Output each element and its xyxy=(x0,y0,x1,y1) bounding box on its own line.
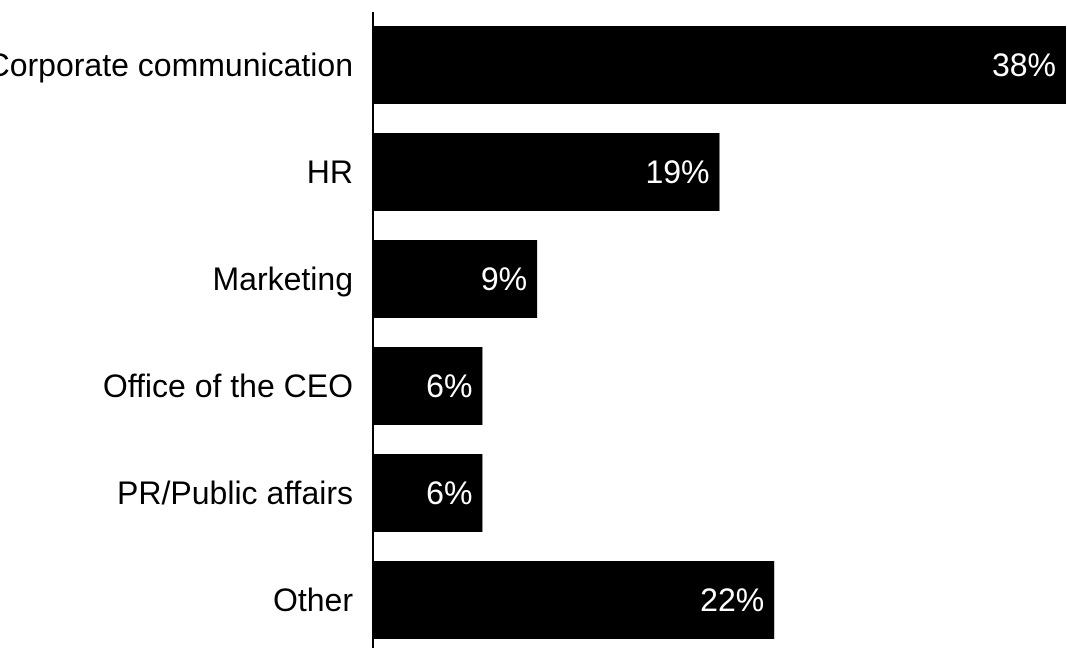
bar-1 xyxy=(373,133,720,211)
category-labels-layer: Corporate communication HR Marketing Office… xyxy=(0,47,353,618)
bar-value-label-3: 6% xyxy=(426,368,472,404)
category-label-0: Corporate communication xyxy=(0,47,353,83)
category-label-5: Other xyxy=(273,582,353,618)
value-labels-layer: 38% 19% 9% 6% 6% 22% xyxy=(426,47,1056,618)
bar-value-label-2: 9% xyxy=(481,261,527,297)
bar-value-label-0: 38% xyxy=(992,47,1056,83)
bar-0 xyxy=(373,26,1066,104)
bars-layer xyxy=(373,26,1066,639)
category-label-2: Marketing xyxy=(213,261,354,297)
bar-value-label-5: 22% xyxy=(700,582,764,618)
bar-2 xyxy=(373,240,538,318)
bar-value-label-1: 19% xyxy=(645,154,709,190)
category-label-1: HR xyxy=(307,154,353,190)
bar-4 xyxy=(373,454,483,532)
bar-value-label-4: 6% xyxy=(426,475,472,511)
category-label-4: PR/Public affairs xyxy=(117,475,353,511)
category-label-3: Office of the CEO xyxy=(103,368,353,404)
bar-5 xyxy=(373,561,775,639)
bar-3 xyxy=(373,347,483,425)
